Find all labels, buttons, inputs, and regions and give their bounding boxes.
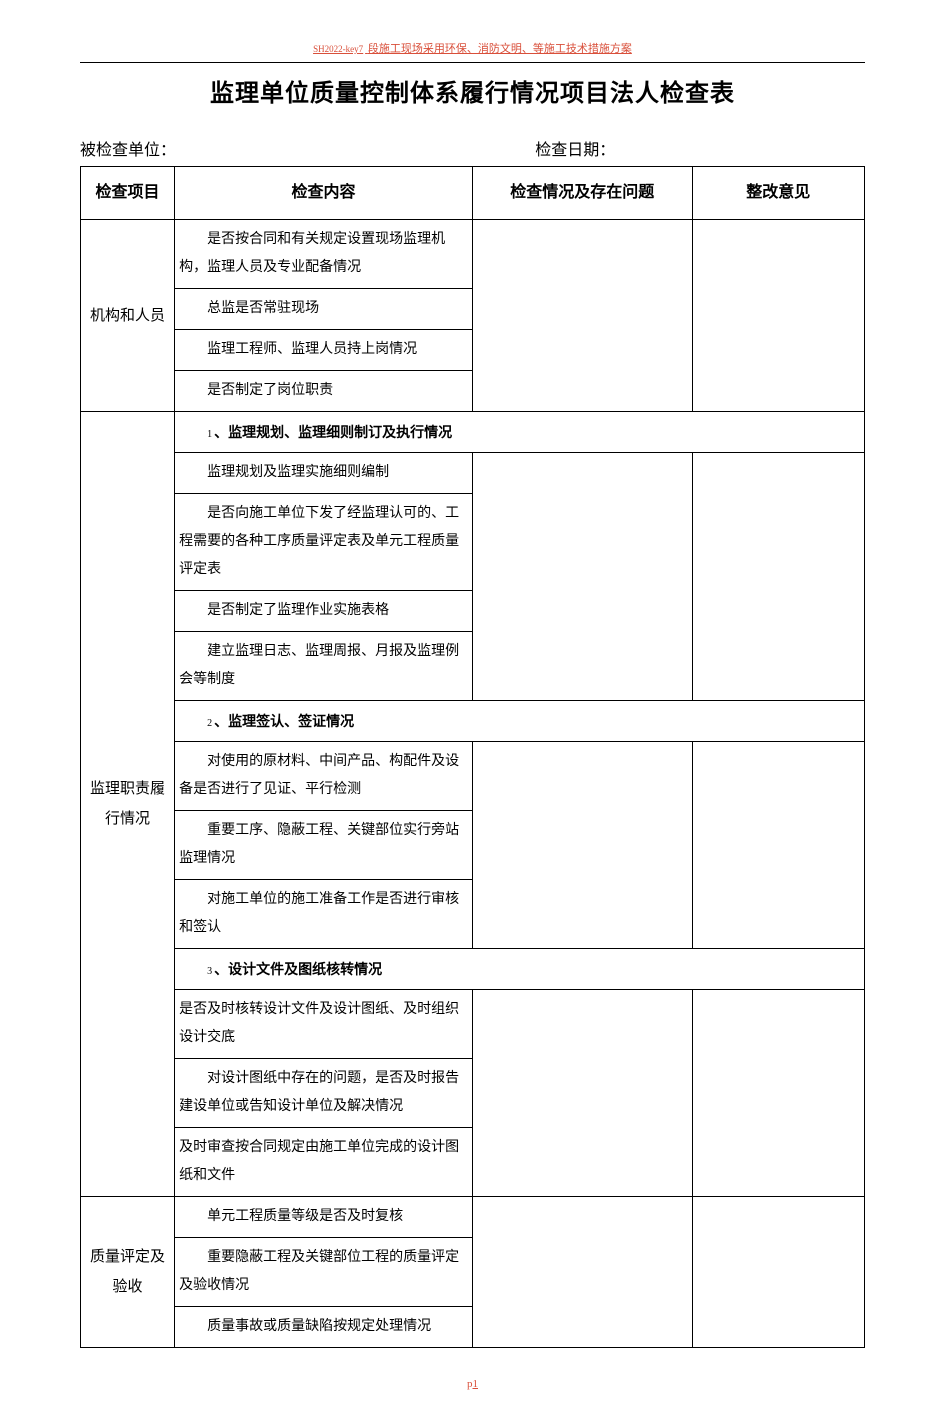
subhead-cell: 3、设计文件及图纸核转情况 [175, 949, 865, 990]
col-header-item: 检查项目 [81, 167, 175, 220]
subhead-num: 3 [207, 966, 212, 977]
table-row: 监理规划及监理实施细则编制 [81, 453, 865, 494]
col-header-opinion: 整改意见 [692, 167, 865, 220]
content-cell: 及时审查按合同规定由施工单位完成的设计图纸和文件 [175, 1128, 473, 1197]
subhead-text: 、设计文件及图纸核转情况 [214, 961, 382, 977]
header-code: SH2022-key7 [313, 44, 363, 54]
category-cell: 机构和人员 [81, 220, 175, 412]
content-cell: 是否及时核转设计文件及设计图纸、及时组织设计交底 [175, 990, 473, 1059]
table-row: 3、设计文件及图纸核转情况 [81, 949, 865, 990]
content-cell: 重要工序、隐蔽工程、关键部位实行旁站监理情况 [175, 811, 473, 880]
opinion-cell [692, 1197, 865, 1348]
inspection-table: 检查项目 检查内容 检查情况及存在问题 整改意见 机构和人员 是否按合同和有关规… [80, 166, 865, 1348]
content-cell: 对设计图纸中存在的问题，是否及时报告建设单位或告知设计单位及解决情况 [175, 1059, 473, 1128]
content-cell: 质量事故或质量缺陷按规定处理情况 [175, 1307, 473, 1348]
header-link-text: 段施工现场采用环保、消防文明、等施工技术措施方案 [368, 43, 632, 55]
opinion-cell [692, 453, 865, 701]
opinion-cell [692, 990, 865, 1197]
inspection-date-label: 检查日期： [535, 136, 865, 160]
table-row: 监理职责履行情况 1、监理规划、监理细则制订及执行情况 [81, 412, 865, 453]
content-cell: 对使用的原材料、中间产品、构配件及设备是否进行了见证、平行检测 [175, 742, 473, 811]
opinion-cell [692, 220, 865, 412]
meta-row: 被检查单位： 检查日期： [80, 136, 865, 160]
table-row: 是否及时核转设计文件及设计图纸、及时组织设计交底 [81, 990, 865, 1059]
opinion-cell [692, 742, 865, 949]
header-link: SH2022-key7 段施工现场采用环保、消防文明、等施工技术措施方案 [80, 40, 865, 56]
page-title: 监理单位质量控制体系履行情况项目法人检查表 [80, 73, 865, 108]
content-cell: 是否向施工单位下发了经监理认可的、工程需要的各种工序质量评定表及单元工程质量评定… [175, 494, 473, 591]
content-cell: 重要隐蔽工程及关键部位工程的质量评定及验收情况 [175, 1238, 473, 1307]
content-cell: 监理工程师、监理人员持上岗情况 [175, 330, 473, 371]
col-header-content: 检查内容 [175, 167, 473, 220]
subhead-text: 、监理规划、监理细则制订及执行情况 [214, 424, 452, 440]
inspected-unit-label: 被检查单位： [80, 136, 535, 160]
category-cell: 质量评定及验收 [81, 1197, 175, 1348]
document-page: SH2022-key7 段施工现场采用环保、消防文明、等施工技术措施方案 监理单… [0, 0, 945, 1410]
content-cell: 对施工单位的施工准备工作是否进行审核和签认 [175, 880, 473, 949]
issues-cell [472, 453, 692, 701]
content-cell: 是否制定了监理作业实施表格 [175, 591, 473, 632]
table-row: 机构和人员 是否按合同和有关规定设置现场监理机构，监理人员及专业配备情况 [81, 220, 865, 289]
content-cell: 总监是否常驻现场 [175, 289, 473, 330]
table-header-row: 检查项目 检查内容 检查情况及存在问题 整改意见 [81, 167, 865, 220]
subhead-cell: 2、监理签认、签证情况 [175, 701, 865, 742]
content-cell: 是否按合同和有关规定设置现场监理机构，监理人员及专业配备情况 [175, 220, 473, 289]
col-header-issues: 检查情况及存在问题 [472, 167, 692, 220]
category-cell: 监理职责履行情况 [81, 412, 175, 1197]
issues-cell [472, 990, 692, 1197]
content-cell: 是否制定了岗位职责 [175, 371, 473, 412]
content-cell: 单元工程质量等级是否及时复核 [175, 1197, 473, 1238]
subhead-num: 1 [207, 429, 212, 440]
table-row: 质量评定及验收 单元工程质量等级是否及时复核 [81, 1197, 865, 1238]
issues-cell [472, 220, 692, 412]
header-rule [80, 62, 865, 63]
table-row: 2、监理签认、签证情况 [81, 701, 865, 742]
issues-cell [472, 1197, 692, 1348]
content-cell: 建立监理日志、监理周报、月报及监理例会等制度 [175, 632, 473, 701]
footer-page-number: 1 [473, 1378, 479, 1390]
content-cell: 监理规划及监理实施细则编制 [175, 453, 473, 494]
subhead-num: 2 [207, 718, 212, 729]
subhead-text: 、监理签认、签证情况 [214, 713, 354, 729]
table-row: 对使用的原材料、中间产品、构配件及设备是否进行了见证、平行检测 [81, 742, 865, 811]
issues-cell [472, 742, 692, 949]
page-footer: p1 [80, 1378, 865, 1390]
subhead-cell: 1、监理规划、监理细则制订及执行情况 [175, 412, 865, 453]
